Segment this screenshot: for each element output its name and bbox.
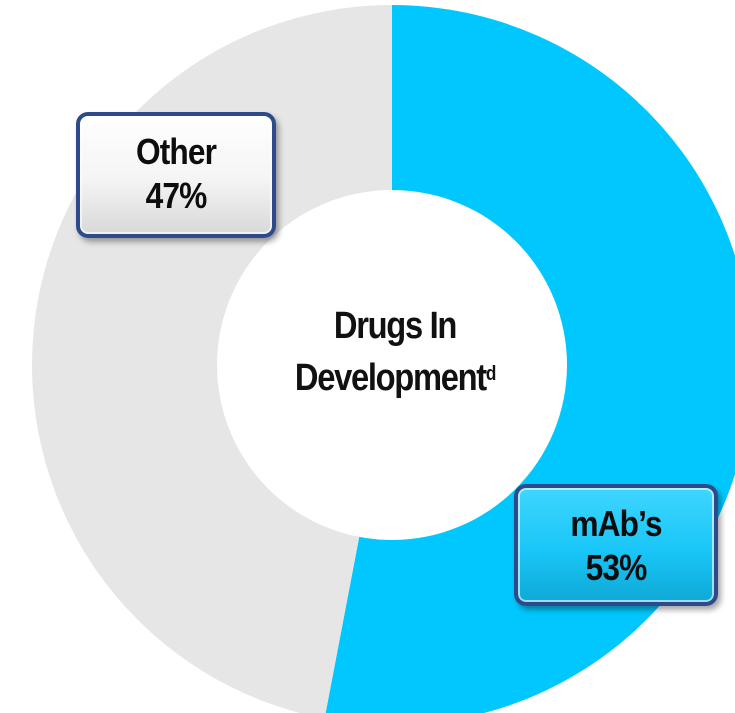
center-label-line1: Drugs In bbox=[333, 305, 458, 347]
center-label-line2-text: Development bbox=[294, 357, 487, 399]
slice-label-other-name: Other bbox=[135, 131, 217, 172]
slice-label-mabs-name: mAb’s bbox=[570, 503, 662, 544]
donut-hole bbox=[217, 190, 567, 540]
center-label-footnote: d bbox=[485, 363, 496, 385]
slice-label-mabs-percent: 53% bbox=[585, 547, 648, 588]
center-label: Drugs In Developmentd bbox=[257, 300, 532, 404]
slice-label-other-percent: 47% bbox=[145, 175, 208, 216]
center-label-line2: Developmentd bbox=[257, 352, 532, 404]
slice-label-other: Other 47% bbox=[76, 112, 276, 238]
slice-label-mabs: mAb’s 53% bbox=[514, 484, 718, 606]
